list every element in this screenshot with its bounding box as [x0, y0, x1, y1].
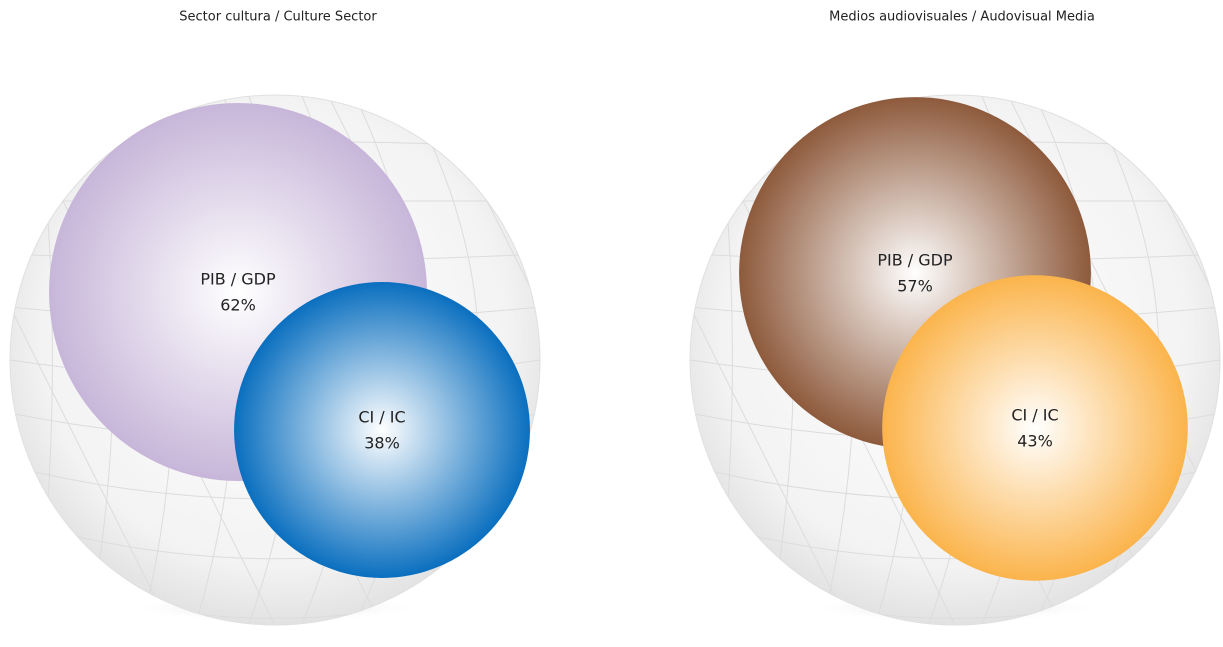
- chart: Sector cultura / Culture Sector PIB / GDP…: [0, 0, 1223, 647]
- bubble-label: PIB / GDP: [877, 251, 953, 270]
- mesh-line: [10, 625, 540, 647]
- mesh-line: [664, 95, 672, 625]
- bubble-label: PIB / GDP: [200, 270, 276, 289]
- value-label: 38%: [364, 434, 400, 453]
- chart-title: Medios audiovisuales / Audovisual Media: [829, 10, 1095, 25]
- mesh-line: [690, 82, 1220, 95]
- bubble: [882, 275, 1188, 581]
- value-label: 43%: [1017, 432, 1053, 451]
- chart-title: Sector cultura / Culture Sector: [179, 10, 377, 25]
- mesh-line: [690, 625, 1220, 647]
- bubble-label: CI / IC: [1011, 406, 1058, 425]
- bubble-label: CI / IC: [358, 408, 405, 427]
- value-label: 62%: [220, 296, 256, 315]
- value-label: 57%: [897, 277, 933, 296]
- mesh-line: [10, 82, 540, 95]
- bubble: [234, 282, 530, 578]
